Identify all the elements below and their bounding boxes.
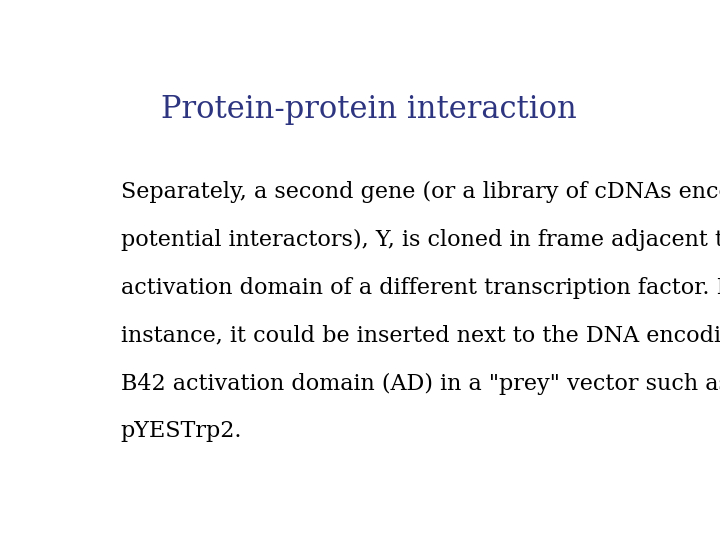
- Text: instance, it could be inserted next to the DNA encoding the: instance, it could be inserted next to t…: [121, 325, 720, 347]
- Text: activation domain of a different transcription factor. For: activation domain of a different transcr…: [121, 277, 720, 299]
- Text: Separately, a second gene (or a library of cDNAs encoding: Separately, a second gene (or a library …: [121, 181, 720, 204]
- Text: pYESTrp2.: pYESTrp2.: [121, 420, 242, 442]
- Text: B42 activation domain (AD) in a "prey" vector such as: B42 activation domain (AD) in a "prey" v…: [121, 373, 720, 395]
- Text: Protein-protein interaction: Protein-protein interaction: [161, 94, 577, 125]
- Text: potential interactors), Y, is cloned in frame adjacent to an: potential interactors), Y, is cloned in …: [121, 229, 720, 251]
